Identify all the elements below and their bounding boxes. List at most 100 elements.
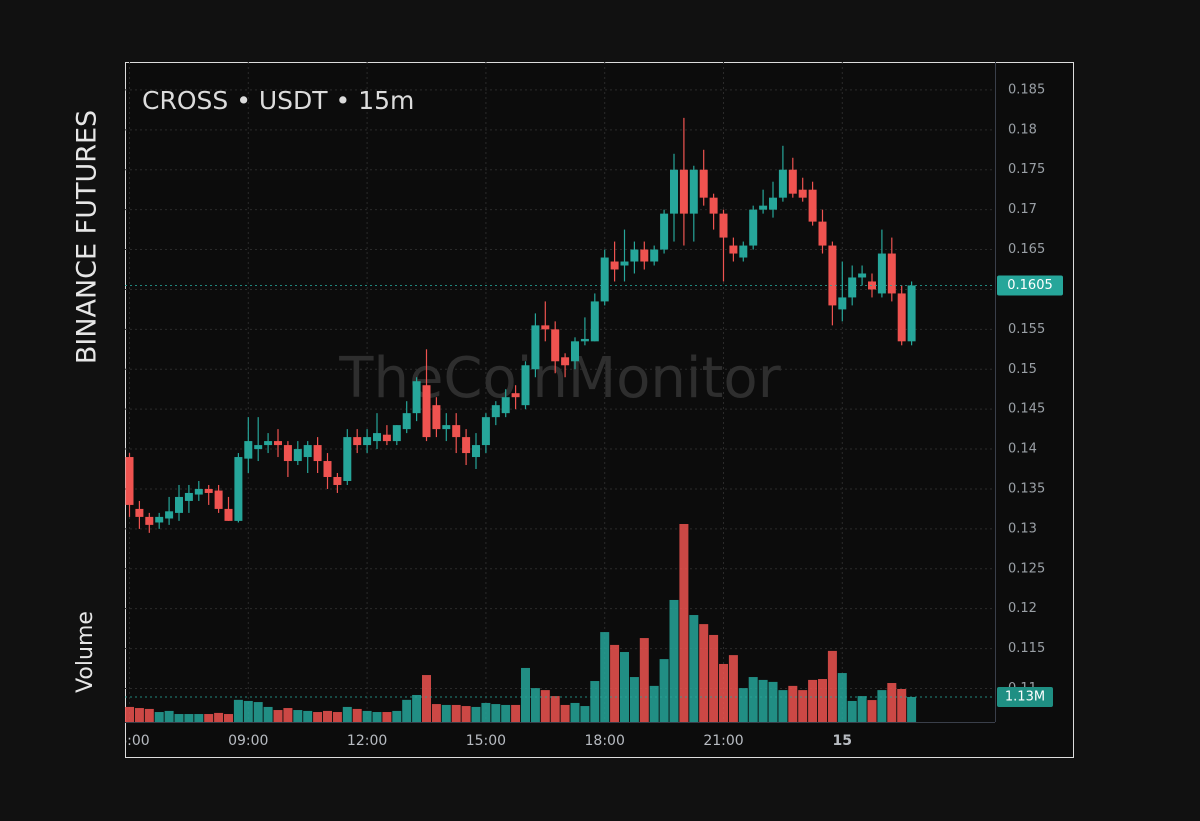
candles [125,117,995,698]
volume-bar [283,708,293,722]
volume-bar [827,650,837,722]
candle-body [788,169,797,194]
volume-bar [580,706,590,722]
exchange-label: BINANCE FUTURES [72,110,103,364]
y-tick-label: 0.13 [1008,521,1037,536]
candle-body [254,445,263,450]
candle-body [580,338,589,342]
volume-bar [144,708,154,722]
volume-bar [857,696,867,722]
volume-bar [600,632,610,722]
watermark: TheCoinMonitor [338,346,781,411]
candle-body [283,445,292,462]
volume-bar [362,710,372,722]
volume-bar [629,677,639,722]
volume-bar [679,524,689,722]
volume-bar [560,704,570,722]
x-axis-labels: 06:00 09:00 12:00 15:00 18:00 21:00 15 [126,733,852,749]
volume-bar [699,624,709,722]
volume-bar [639,638,649,722]
x-tick-label: 21:00 [703,733,743,749]
candle-body [313,445,322,462]
volume-bar [719,663,728,722]
y-tick-label: 0.175 [1008,162,1045,177]
x-tick-label: 15:00 [466,733,506,749]
volume-bar [798,690,808,722]
candle-body [442,425,451,430]
volume-bar [461,706,471,722]
candle-body [551,329,560,362]
candle-body [432,405,441,430]
candle-body [194,488,203,495]
candle-body [392,425,401,442]
volume-bar [233,699,243,722]
candle-body [175,496,183,513]
volume-bar [243,700,253,722]
candle-body [838,297,847,310]
volume-bar [659,659,669,722]
volume-bar [184,714,194,722]
x-tick-label: 15 [833,733,852,749]
candle-body [729,245,738,254]
candle-body [382,434,391,442]
volume-bar [352,708,362,722]
y-tick-label: 0.155 [1008,322,1045,337]
candle-body [501,397,510,414]
candle-body [472,445,480,458]
volume-bar [303,710,313,722]
y-tick-label: 0.14 [1008,442,1037,457]
volume-bar [610,644,620,722]
candle-body [660,213,669,250]
volume-bar [511,704,521,722]
candle-body [828,245,837,306]
volume-bar [768,681,778,722]
volume-bar [332,712,342,722]
candle-body [452,425,461,438]
candle-body [650,249,659,262]
candle-body [897,293,906,342]
candle-body [155,516,164,523]
candle-body [293,449,302,462]
volume-bar [174,714,184,722]
candle-body [798,189,807,198]
candle-body [363,437,372,446]
volume-bar [877,690,887,722]
volume-bar [313,712,323,722]
x-tick-label: 18:00 [585,733,625,749]
volume-bar [441,704,451,722]
y-tick-label: 0.17 [1008,202,1037,217]
volume-bar [204,714,214,722]
candle-body [184,492,193,501]
volume-bar [738,688,748,722]
y-tick-label: 0.135 [1008,481,1045,496]
volume-bar [788,685,798,722]
candle-body [848,277,857,298]
y-tick-label: 0.18 [1008,122,1037,137]
volume-bar [491,704,501,722]
candle-body [462,437,471,454]
candle-body [769,197,777,210]
candle-body [422,385,431,438]
volume-bar [837,673,847,722]
candle-body [234,457,243,521]
y-tick-label: 0.115 [1008,641,1045,656]
volume-bar [570,702,580,722]
volume-bar [728,655,738,722]
candle-body [402,413,411,430]
candle-body [561,357,570,366]
volume-bar [194,714,204,722]
candle-body [887,253,896,294]
volume-bar [709,634,719,722]
volume-bar [808,679,818,722]
candle-body [145,516,154,525]
candle-body [224,508,233,521]
volume-bar [134,708,144,722]
volume-bar [164,710,174,722]
volume-bar [431,704,441,722]
candle-body [709,197,718,214]
volume-bar [273,710,283,722]
candle-body [531,325,540,370]
volume-bar [530,688,540,722]
